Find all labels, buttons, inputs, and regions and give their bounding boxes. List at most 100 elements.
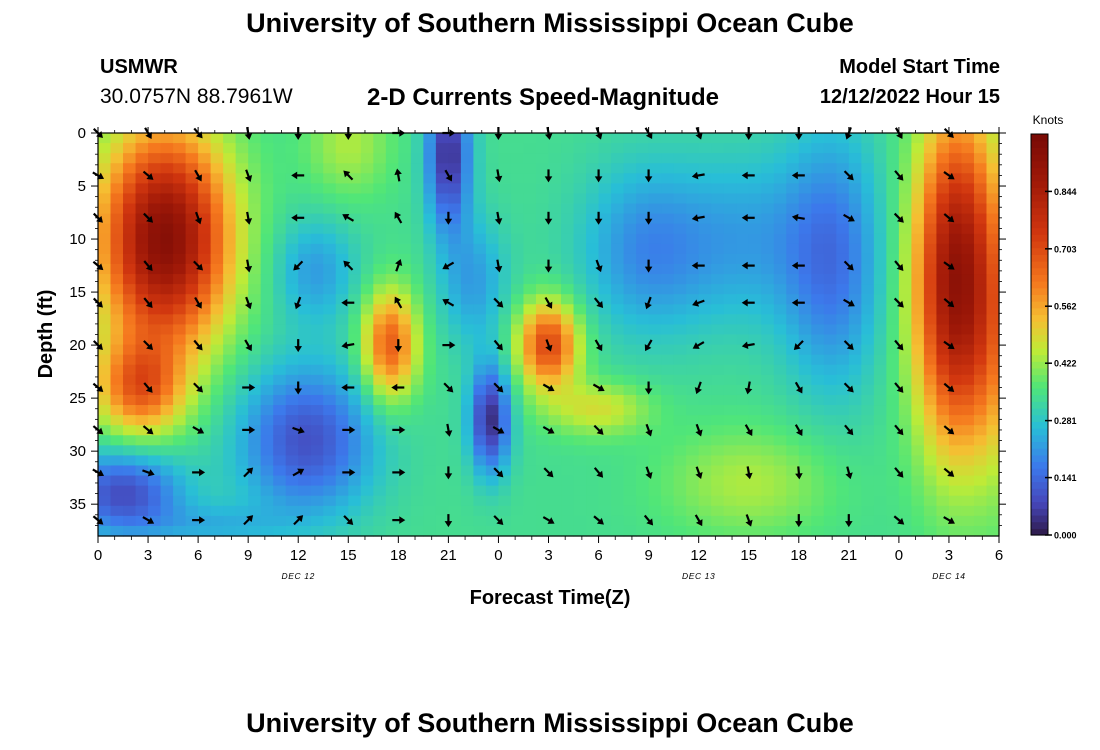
heatmap-cell (460, 233, 475, 245)
heatmap-cell (773, 525, 787, 537)
current-vector (794, 514, 803, 528)
heatmap-cell (535, 294, 550, 305)
heatmap-cell (335, 374, 349, 386)
heatmap-cell (385, 455, 399, 467)
heatmap-cell (198, 263, 212, 275)
heatmap-cell (836, 284, 850, 295)
heatmap-cell (648, 425, 662, 436)
heatmap-cell (310, 415, 324, 426)
heatmap-cell (611, 455, 625, 467)
heatmap-cell (986, 274, 1000, 285)
colorbar-segment (1031, 387, 1048, 396)
heatmap-cell (510, 465, 525, 477)
heatmap-cell (448, 515, 462, 527)
heatmap-cell (348, 133, 362, 144)
heatmap-cell (248, 274, 262, 285)
heatmap-cell (510, 394, 525, 406)
heatmap-cell (135, 485, 149, 497)
heatmap-cell (373, 243, 387, 255)
heatmap-cell (273, 183, 287, 195)
heatmap-cell (711, 193, 725, 205)
heatmap-cell (448, 364, 462, 376)
heatmap-cell (260, 405, 274, 416)
heatmap-cell (323, 253, 337, 265)
heatmap-cell (911, 344, 925, 356)
heatmap-cell (423, 435, 437, 446)
heatmap-cell (711, 495, 725, 507)
heatmap-cell (723, 324, 737, 336)
heatmap-cell (723, 415, 737, 426)
heatmap-cell (936, 485, 950, 497)
heatmap-cell (335, 465, 349, 477)
heatmap-cell (485, 485, 500, 497)
heatmap-cell (811, 324, 825, 336)
heatmap-cell (548, 405, 562, 416)
heatmap-cell (185, 153, 199, 164)
heatmap-cell (123, 324, 137, 336)
heatmap-cell (586, 233, 600, 245)
heatmap-cell (248, 203, 262, 215)
heatmap-cell (561, 374, 575, 386)
heatmap-cell (823, 183, 837, 195)
heatmap-cell (198, 364, 212, 376)
heatmap-cell (548, 425, 562, 436)
heatmap-cell (498, 263, 512, 275)
heatmap-cell (373, 143, 387, 154)
heatmap-cell (335, 133, 349, 144)
heatmap-cell (435, 253, 449, 265)
heatmap-cell (961, 495, 975, 507)
heatmap-cell (573, 143, 587, 154)
heatmap-cell (786, 515, 800, 527)
heatmap-cell (686, 263, 700, 275)
heatmap-cell (836, 314, 850, 326)
heatmap-cell (210, 445, 224, 457)
heatmap-cell (123, 183, 137, 195)
heatmap-cell (548, 475, 562, 487)
heatmap-cell (398, 163, 412, 174)
heatmap-cell (761, 203, 775, 215)
heatmap-cell (223, 223, 237, 235)
x-day-label: DEC 13 (682, 571, 715, 581)
heatmap-cell (235, 203, 249, 215)
heatmap-cell (911, 415, 925, 426)
heatmap-cell (598, 133, 612, 144)
heatmap-cell (886, 153, 900, 164)
heatmap-cell (385, 445, 399, 457)
heatmap-cell (310, 425, 324, 436)
heatmap-cell (423, 515, 437, 527)
heatmap-cell (485, 525, 500, 537)
heatmap-cell (423, 485, 437, 497)
heatmap-cell (298, 344, 312, 356)
heatmap-cell (673, 495, 687, 507)
heatmap-cell (260, 354, 274, 366)
heatmap-cell (360, 435, 374, 446)
heatmap-cell (98, 213, 112, 225)
heatmap-cell (636, 384, 650, 396)
current-vector (293, 515, 304, 526)
heatmap-cell (135, 203, 149, 215)
heatmap-cell (223, 203, 237, 215)
heatmap-cell (110, 334, 124, 346)
heatmap-cell (110, 193, 124, 205)
heatmap-cell (886, 304, 900, 315)
heatmap-cell (398, 405, 412, 416)
heatmap-cell (798, 193, 812, 205)
heatmap-cell (260, 173, 274, 184)
heatmap-cell (310, 354, 324, 366)
heatmap-cell (360, 465, 374, 477)
heatmap-cell (548, 213, 562, 225)
heatmap-cell (748, 274, 762, 285)
heatmap-cell (423, 304, 437, 315)
heatmap-cell (273, 304, 287, 315)
heatmap-cell (873, 243, 887, 255)
heatmap-cell (986, 334, 1000, 346)
heatmap-cell (861, 133, 875, 144)
heatmap-cell (473, 374, 487, 386)
heatmap-cell (661, 455, 675, 467)
heatmap-cell (623, 163, 637, 174)
heatmap-cell (235, 354, 249, 366)
heatmap-cell (811, 495, 825, 507)
heatmap-cell (285, 515, 299, 527)
heatmap-cell (836, 233, 850, 245)
heatmap-cell (623, 253, 637, 265)
